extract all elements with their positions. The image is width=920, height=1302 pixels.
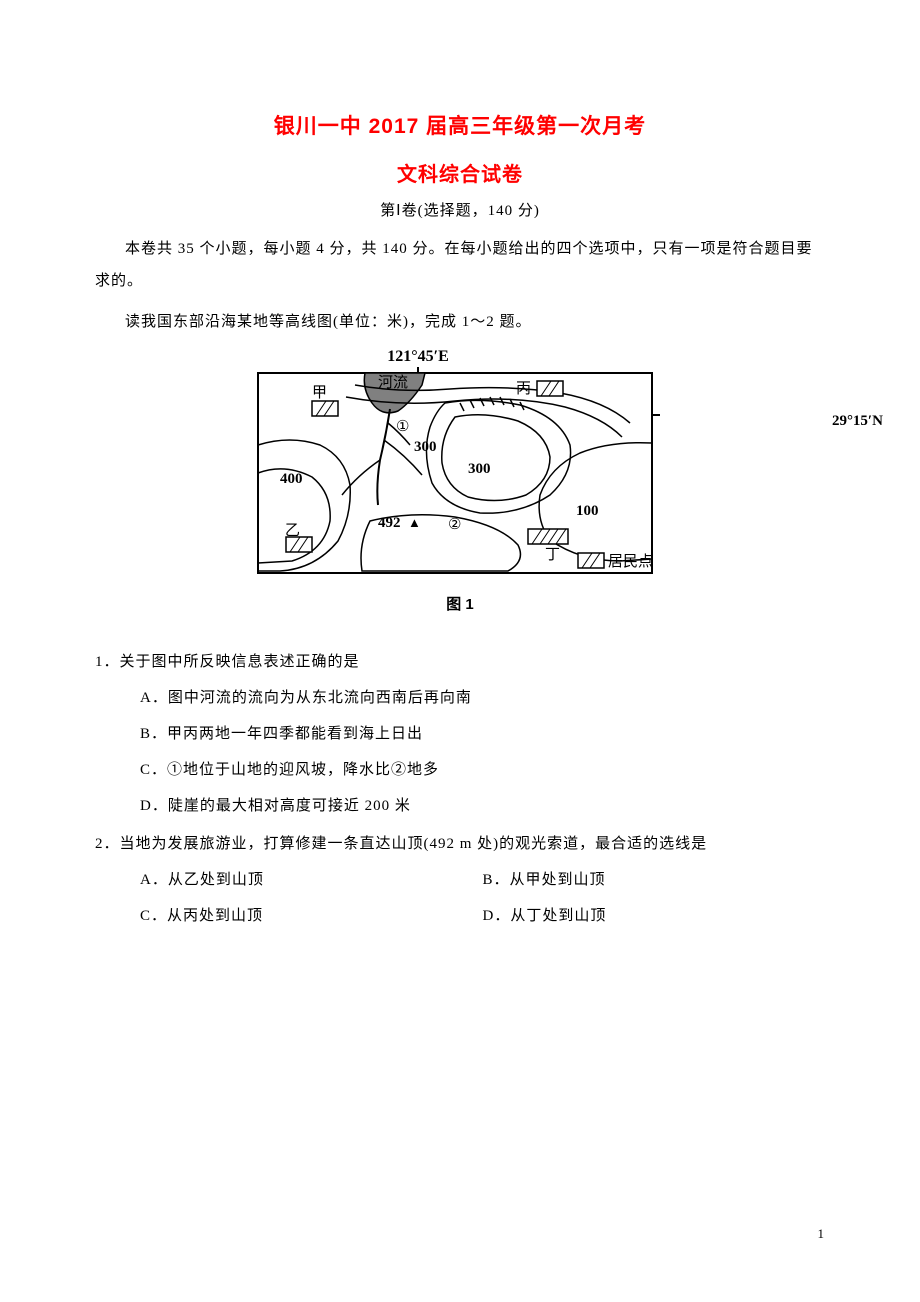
svg-text:100: 100 — [576, 503, 599, 519]
exam-title: 银川一中 2017 届高三年级第一次月考 — [95, 110, 825, 140]
q2-number: 2． — [95, 836, 120, 852]
settlement-yi — [286, 537, 312, 552]
svg-text:▲: ▲ — [408, 515, 421, 530]
svg-text:丙: 丙 — [516, 381, 531, 397]
settlement-ding — [528, 529, 568, 544]
svg-text:300: 300 — [468, 461, 491, 477]
svg-text:400: 400 — [280, 471, 303, 487]
svg-text:121°45′E: 121°45′E — [387, 348, 449, 365]
svg-text:甲: 甲 — [312, 385, 327, 401]
settlement-jia — [312, 401, 338, 416]
svg-text:492: 492 — [378, 515, 401, 531]
q2-option-b: B．从甲处到山顶 — [483, 862, 826, 898]
q1-option-a: A．图中河流的流向为从东北流向西南后再向南 — [140, 680, 825, 716]
exam-subtitle: 文科综合试卷 — [95, 158, 825, 187]
svg-text:丁: 丁 — [545, 547, 560, 563]
svg-text:300: 300 — [414, 439, 437, 455]
latitude-label: 29°15′N — [832, 413, 883, 430]
legend-settlement — [578, 553, 604, 568]
svg-text:①: ① — [396, 419, 409, 435]
svg-text:河流: 河流 — [378, 374, 408, 391]
question-1: 1．关于图中所反映信息表述正确的是 A．图中河流的流向为从东北流向西南后再向南 … — [95, 644, 825, 824]
q2-option-d: D．从丁处到山顶 — [483, 898, 826, 934]
q1-number: 1． — [95, 654, 120, 670]
q1-stem: 关于图中所反映信息表述正确的是 — [120, 654, 360, 670]
svg-text:居民点: 居民点 — [608, 553, 653, 570]
svg-text:乙: 乙 — [285, 523, 300, 539]
q2-option-a: A．从乙处到山顶 — [140, 862, 483, 898]
question-prompt: 读我国东部沿海某地等高线图(单位：米)，完成 1～2 题。 — [95, 307, 825, 337]
q2-stem: 当地为发展旅游业，打算修建一条直达山顶(492 m 处)的观光索道，最合适的选线… — [120, 836, 708, 852]
q1-option-c: C．①地位于山地的迎风坡，降水比②地多 — [140, 752, 825, 788]
page-number: 1 — [818, 1226, 825, 1242]
q1-option-d: D．陡崖的最大相对高度可接近 200 米 — [140, 788, 825, 824]
contour-map-figure: 121°45′E 29°15′N — [250, 345, 670, 580]
section-label: 第Ⅰ卷(选择题，140 分) — [95, 199, 825, 220]
instructions: 本卷共 35 个小题，每小题 4 分，共 140 分。在每小题给出的四个选项中，… — [95, 234, 825, 297]
svg-text:②: ② — [448, 517, 461, 533]
figure-container: 121°45′E 29°15′N — [95, 345, 825, 585]
q2-option-c: C．从丙处到山顶 — [140, 898, 483, 934]
q1-option-b: B．甲丙两地一年四季都能看到海上日出 — [140, 716, 825, 752]
figure-caption: 图 1 — [95, 593, 825, 614]
settlement-bing — [537, 381, 563, 396]
question-2: 2．当地为发展旅游业，打算修建一条直达山顶(492 m 处)的观光索道，最合适的… — [95, 826, 825, 934]
